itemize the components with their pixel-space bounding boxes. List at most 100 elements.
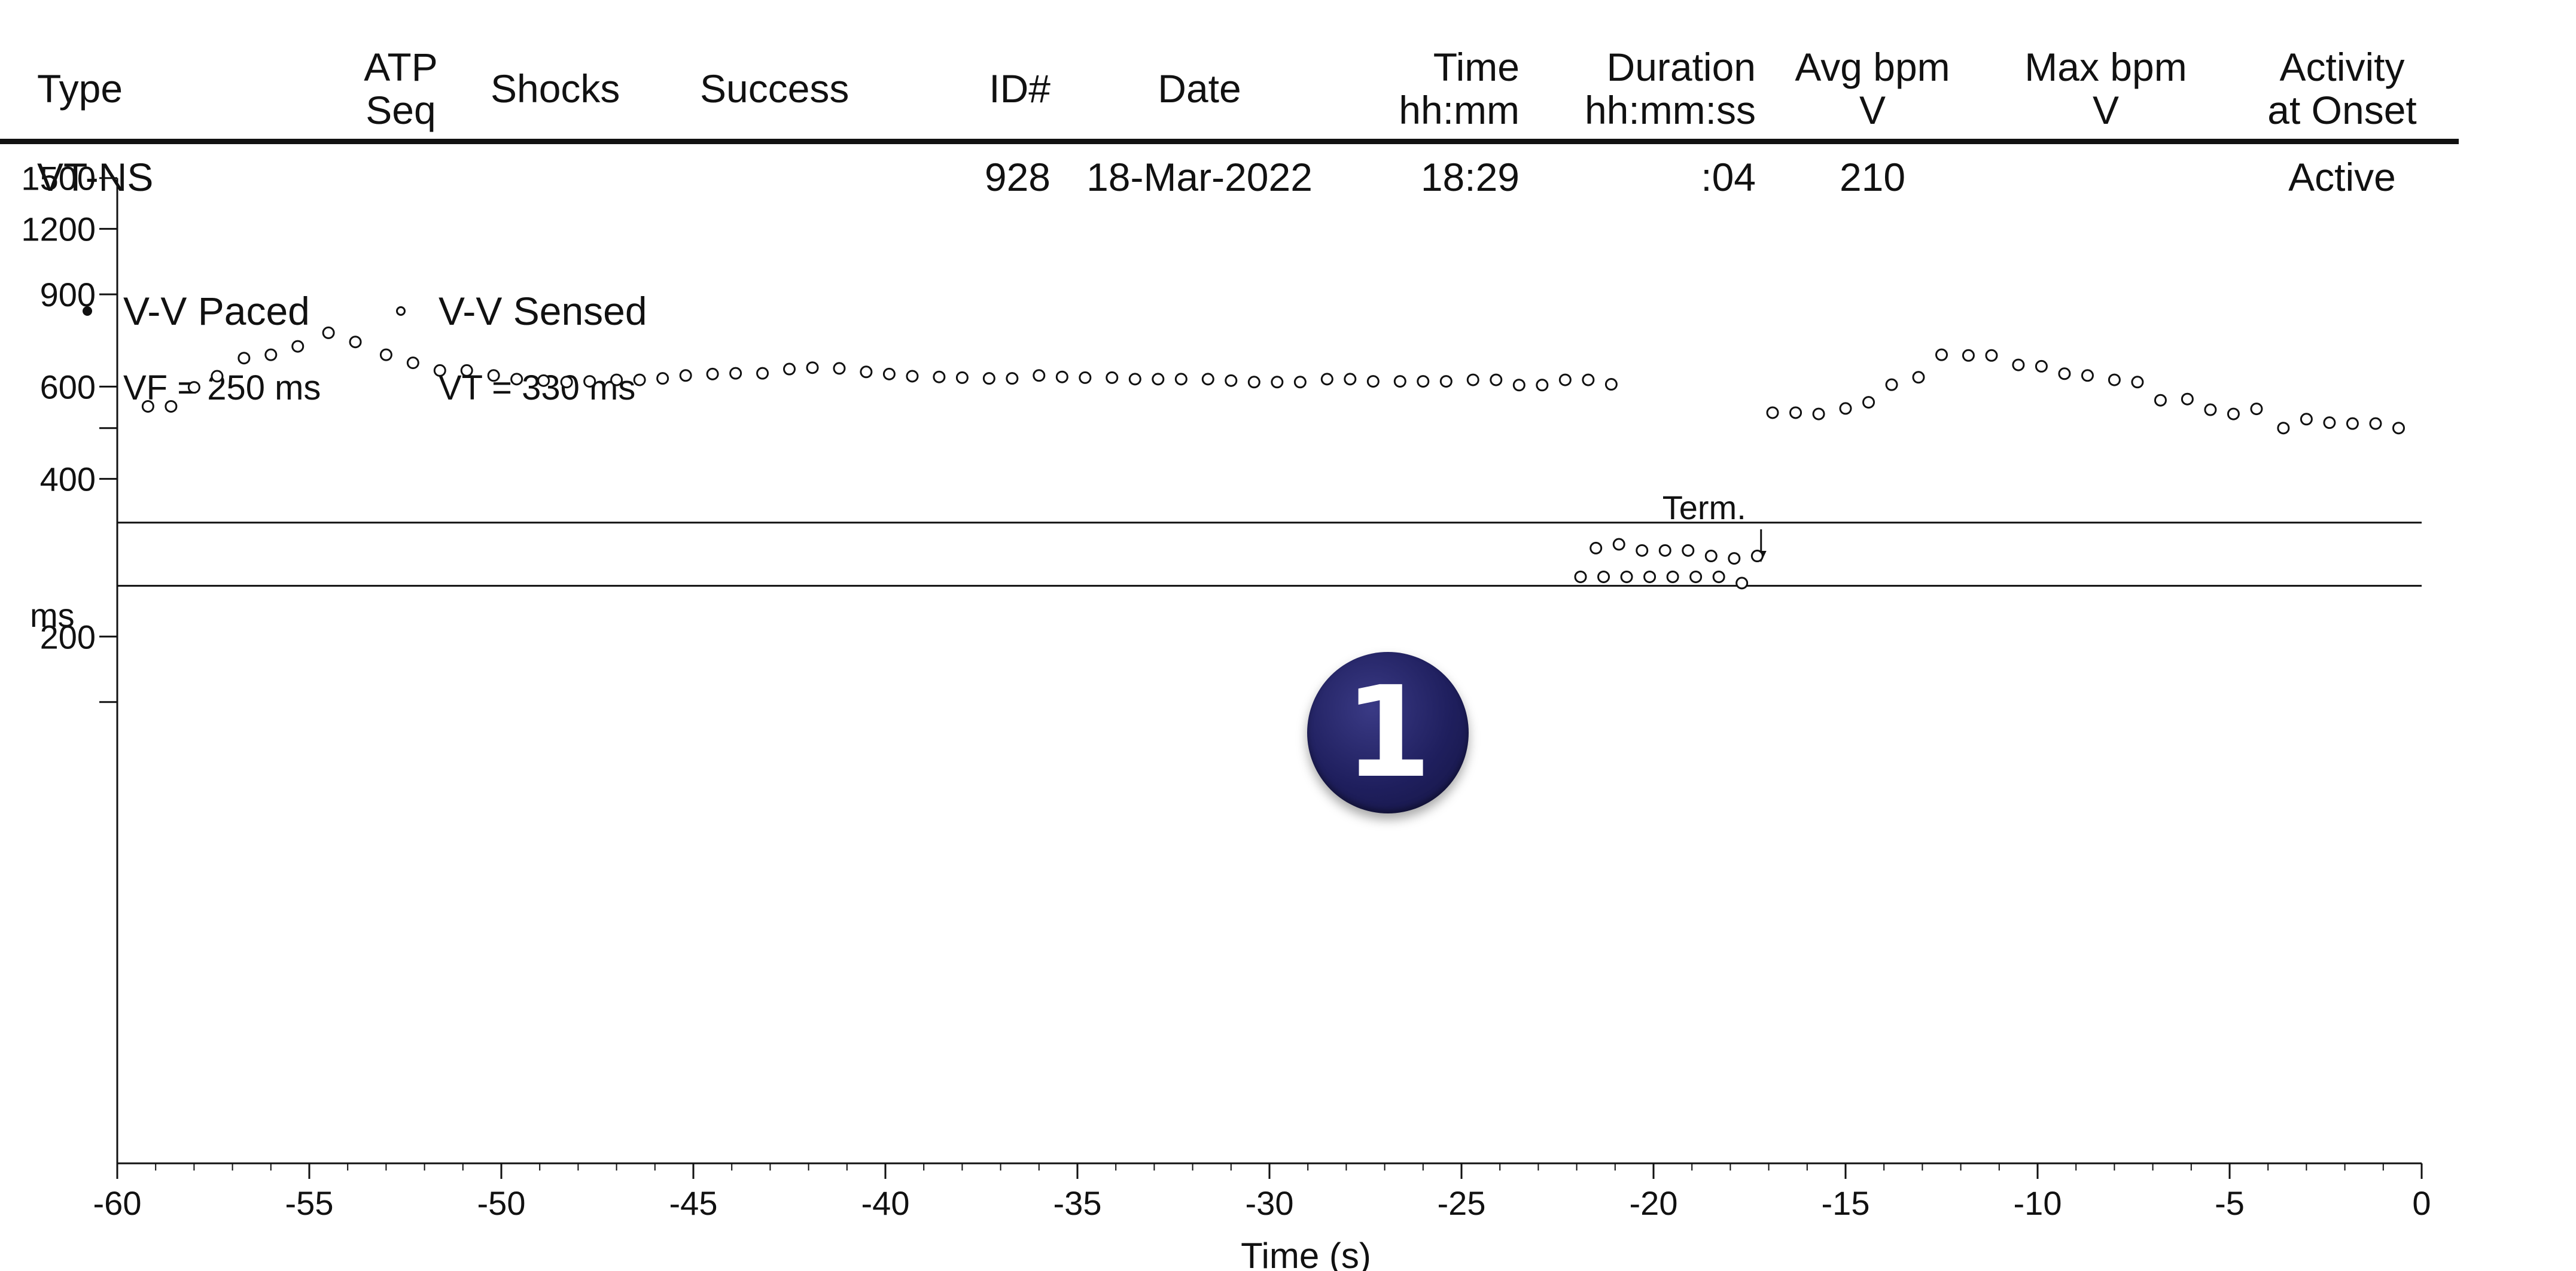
sensed-marker-icon [396,306,406,316]
sensed-point [2250,403,2263,416]
header-max-bpm: Max bpm V [2024,45,2187,132]
sensed-point [1225,374,1238,387]
sensed-point [1620,570,1633,583]
header-type: Type [37,66,123,111]
sensed-point [2181,392,2194,406]
sensed-point [1128,373,1141,386]
sensed-point [1152,373,1165,386]
x-tick-label: -50 [477,1184,526,1222]
sensed-point [706,367,719,380]
sensed-point [610,373,623,386]
header-activity: Activity at Onset [2267,45,2417,132]
sensed-point [860,365,873,379]
sensed-point [1033,369,1046,382]
sensed-point [729,367,742,380]
row-time: 18:29 [1420,155,1520,199]
sensed-point [2012,358,2025,371]
sensed-point [2035,359,2048,373]
sensed-point [2131,376,2144,389]
x-tick-label: -60 [93,1184,142,1222]
sensed-point [537,374,550,387]
step-number-badge: 1 [1307,652,1469,813]
sensed-point [656,372,669,385]
x-tick-label: -10 [2014,1184,2062,1222]
sensed-point [1006,372,1019,385]
threshold-lines [117,522,2422,587]
y-tick-label: 900 [40,276,96,313]
sensed-point [1604,378,1618,391]
row-activity: Active [2288,155,2396,199]
sensed-point [1935,348,1948,361]
vt-threshold-label: VT = 330 ms [439,368,636,407]
sensed-point [1393,375,1406,388]
x-tick-label: -25 [1438,1184,1486,1222]
sensed-point [1962,349,1975,362]
sensed-point [2154,394,2167,407]
sensed-point [2058,367,2071,380]
sensed-point [1590,541,1603,554]
sensed-point [433,364,446,377]
sensed-point [291,340,305,353]
header-atp-seq: ATP Seq [364,45,438,132]
paced-marker-icon [83,306,92,316]
sensed-point [1812,407,1825,420]
y-tick-label: 600 [40,368,96,406]
sensed-point [1735,577,1749,590]
sensed-point [1582,373,1595,386]
sensed-point [806,361,819,374]
sensed-point [833,362,846,375]
legend-sensed: V-V Sensed [439,289,647,333]
sensed-point [1293,376,1307,389]
sensed-point [487,369,500,382]
header-date: Date [1158,66,1241,111]
sensed-point [2277,422,2290,435]
sensed-point [165,400,178,413]
sensed-point [583,375,596,388]
sensed-point [237,352,251,365]
sensed-point [1490,373,1503,386]
sensed-point [756,367,769,380]
sensed-point [679,369,692,382]
row-type: VT-NS [37,155,154,199]
y-tick-label: 1200 [21,211,96,248]
sensed-point [1597,570,1610,583]
sensed-point [906,370,919,383]
sensed-point [1789,406,1802,419]
x-axis-label: Time (s) [1241,1236,1371,1271]
x-tick-label: -40 [861,1184,910,1222]
data-points [141,326,2405,590]
sensed-point [187,381,200,394]
sensed-point [1536,379,1549,392]
sensed-point [349,336,362,349]
sensed-point [2323,416,2336,429]
sensed-point [1985,349,1998,362]
y-tick-label: 400 [40,461,96,498]
sensed-point [211,370,224,383]
row-id: 928 [984,155,1051,199]
sensed-point [1417,375,1430,388]
sensed-point [379,348,392,361]
x-tick-label: -55 [285,1184,334,1222]
sensed-point [1344,373,1357,386]
x-tick-label: -20 [1630,1184,1678,1222]
sensed-point [2204,403,2217,416]
sensed-point [1558,373,1572,386]
sensed-point [955,371,969,384]
x-tick-label: -45 [669,1184,718,1222]
sensed-point [1766,406,1779,419]
y-tick-label: 200 [40,618,96,656]
sensed-point [1439,375,1453,388]
sensed-point [1712,570,1725,583]
sensed-point [2081,369,2094,382]
sensed-point [322,326,335,339]
y-axis-label: ms [30,596,75,634]
sensed-point [1612,538,1625,551]
sensed-point [1320,373,1333,386]
header-divider [0,139,2459,144]
sensed-point [2346,417,2359,430]
header-id: ID# [989,66,1051,111]
sensed-point [1728,552,1741,565]
row-avg-bpm: 210 [1839,155,1906,199]
